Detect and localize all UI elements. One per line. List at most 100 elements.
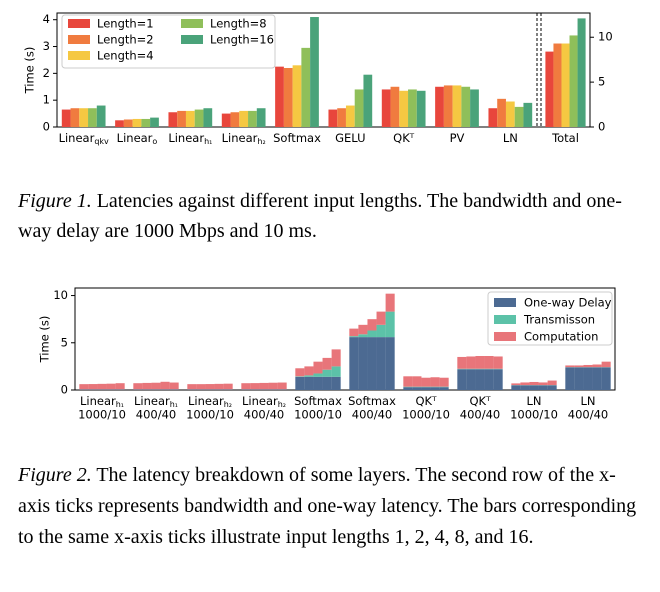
bar-segment [439,387,449,390]
bar-segment [223,383,233,390]
bar-segment [205,384,215,390]
x-tick-sublabel: 1000/10 [294,408,342,422]
y-tick-label: 10 [53,288,68,302]
bar [435,86,444,127]
label-text: PV [450,131,465,145]
label-text: LN [526,394,541,408]
legend-label: Length=1 [97,17,154,31]
legend-swatch [494,332,516,341]
legend-swatch [494,315,516,324]
x-tick-label: Linearh₂ [188,394,232,409]
label-text: QKᵀ [469,394,491,408]
bar-segment [349,337,359,390]
bar-segment [196,384,206,390]
bar-segment [583,367,593,390]
x-tick-label: QKᵀ [415,394,437,408]
legend-swatch [181,19,203,28]
bar-segment [313,373,323,377]
bar [168,112,178,127]
bar-segment [421,377,431,387]
bar [239,110,249,127]
label-text: Linear [222,131,258,145]
axes-frame [56,12,591,128]
bar [256,108,266,127]
bar [115,120,124,127]
bar [70,108,80,127]
bar-segment [187,384,197,390]
x-tick-label: GELU [335,131,365,145]
bar-segment [367,319,377,331]
bar-segment [484,369,494,390]
bar [461,86,471,127]
y-tick-label: 3 [43,39,50,53]
legend-label: Transmisson [523,313,595,327]
x-tick-label: Softmax [273,131,321,145]
y-axis-label: Time (s) [23,47,37,95]
y-tick-label: 0 [598,120,605,134]
legend-label: Length=16 [210,33,274,47]
bar [292,65,302,127]
x-tick-label: QKᵀ [469,394,491,408]
bar-segment [367,330,377,338]
bar [275,66,284,127]
x-tick-label: LN [526,394,541,408]
bar-segment [79,384,89,390]
x-tick-sublabel: 1000/10 [186,408,234,422]
label-text: Softmax [348,394,396,408]
bar-segment [430,377,440,387]
bar-segment [403,387,413,390]
x-tick-label: Linearqkv [59,131,109,146]
x-tick-sublabel: 400/40 [244,408,284,422]
bar-segment [511,385,521,390]
legend-label: Length=8 [210,17,267,31]
bar-segment [511,383,521,386]
bar-segment [538,385,548,390]
y-tick-label: 0 [43,120,50,134]
x-tick-label: QKᵀ [393,131,415,145]
bar [248,110,257,127]
x-tick-label: Softmax [348,394,396,408]
x-tick-sublabel: 1000/10 [78,408,126,422]
x-tick-label: Softmax [294,394,342,408]
bar-segment [547,385,557,390]
bar-segment [574,367,584,390]
bar-segment [358,334,368,338]
legend-label: Length=4 [97,49,154,63]
x-tick-label: Total [551,131,579,145]
bar-segment [88,384,98,390]
bar [553,43,562,127]
bar-segment [142,382,152,390]
bar-segment [160,381,170,390]
bar-segment [547,380,557,386]
legend-swatch [68,35,90,44]
bar-segment [565,367,575,390]
bar-segment [529,381,539,386]
axes-frame [74,287,616,391]
bar [194,109,204,127]
y-tick-label: 5 [61,335,68,349]
label-sub: h₂ [278,400,286,409]
bar-segment [241,383,251,390]
label-text: Linear [242,394,278,408]
bar-segment [565,365,575,368]
bar-segment [385,337,395,390]
y-tick-label: 10 [598,30,613,44]
bar [470,89,479,127]
bar-segment [331,376,341,390]
bar-segment [331,349,341,367]
bar-segment [214,383,224,390]
bar-segment [493,369,503,390]
bar-segment [169,382,179,390]
bar-segment [349,328,359,337]
bar-segment [475,369,485,390]
bar-segment [385,311,395,338]
bar-segment [97,383,107,390]
bar [185,110,195,127]
caption-text: The latency breakdown of some layers. Th… [18,464,637,548]
legend-swatch [181,35,203,44]
x-tick-sublabel: 400/40 [136,408,176,422]
x-tick-sublabel: 400/40 [568,408,608,422]
bar [569,35,578,127]
bar-segment [313,376,323,390]
